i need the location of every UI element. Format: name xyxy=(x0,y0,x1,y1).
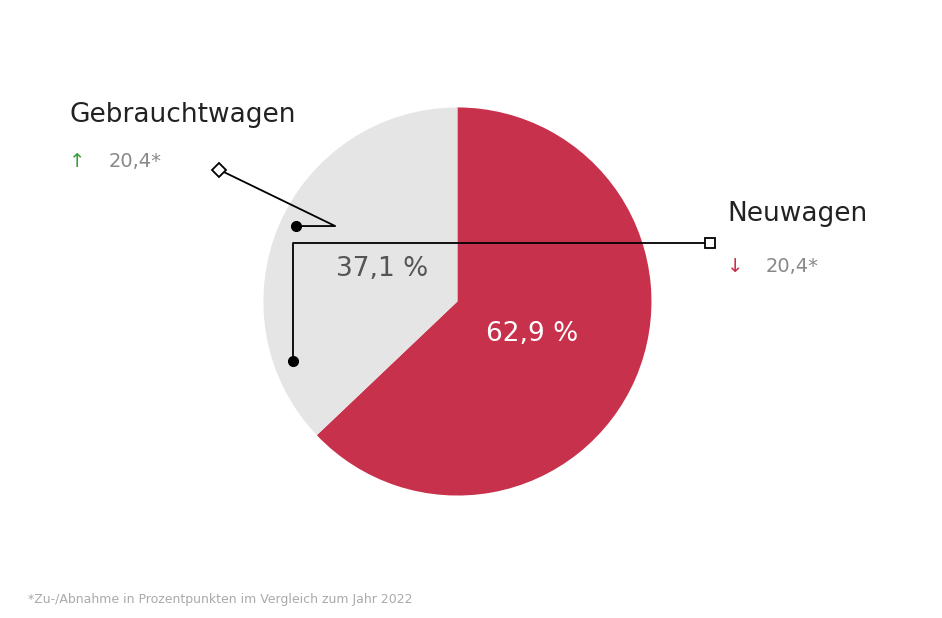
Text: Gebrauchtwagen: Gebrauchtwagen xyxy=(70,102,296,128)
Text: ↑: ↑ xyxy=(70,152,86,171)
Text: 62,9 %: 62,9 % xyxy=(486,321,578,347)
Text: 20,4*: 20,4* xyxy=(108,152,161,171)
Wedge shape xyxy=(317,108,652,496)
Wedge shape xyxy=(264,108,458,435)
Text: 20,4*: 20,4* xyxy=(766,257,819,276)
Text: *Zu-/Abnahme in Prozentpunkten im Vergleich zum Jahr 2022: *Zu-/Abnahme in Prozentpunkten im Vergle… xyxy=(28,593,413,606)
Text: Neuwagen: Neuwagen xyxy=(727,201,868,227)
Text: ↓: ↓ xyxy=(727,257,743,276)
Text: 37,1 %: 37,1 % xyxy=(336,256,429,282)
